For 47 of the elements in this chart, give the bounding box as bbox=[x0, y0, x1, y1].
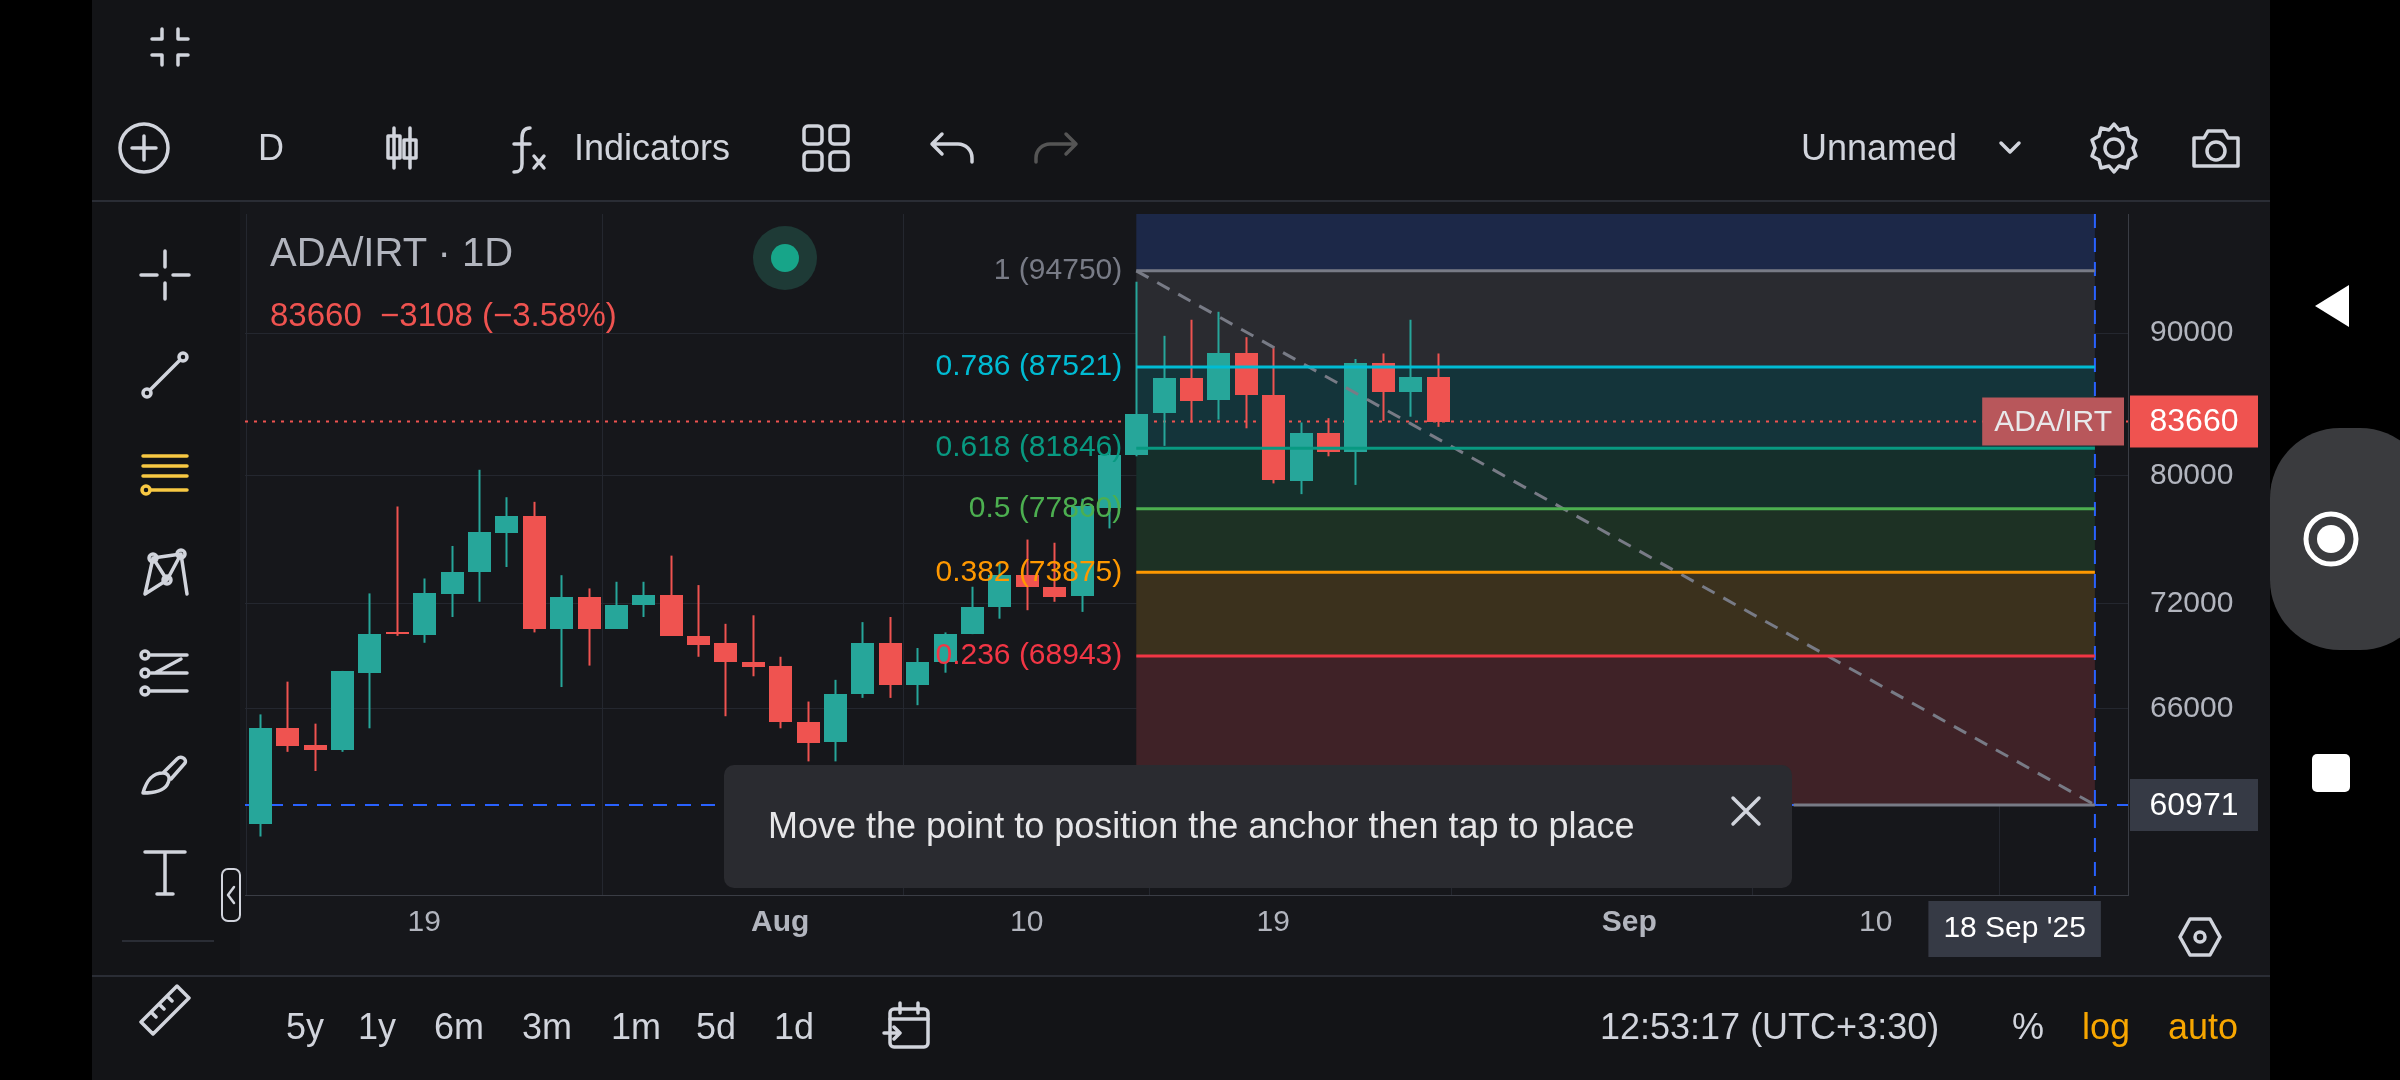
y-tick-label: 66000 bbox=[2150, 690, 2234, 724]
x-tick-label: Aug bbox=[751, 904, 810, 938]
ref-line-label: 60971 bbox=[2149, 785, 2239, 822]
candlestick bbox=[386, 505, 409, 637]
candlestick bbox=[495, 496, 518, 568]
candlestick bbox=[906, 647, 929, 707]
text: 1y bbox=[358, 1006, 397, 1048]
text: 5y bbox=[286, 1006, 325, 1048]
text: 3m bbox=[522, 1006, 573, 1048]
candlestick bbox=[304, 722, 327, 773]
candlestick bbox=[1399, 318, 1422, 418]
x-tick-label: 10 bbox=[1859, 904, 1893, 938]
text: 12:53:17 (UTC+3:30) bbox=[1600, 1006, 1940, 1048]
candlestick bbox=[605, 580, 628, 630]
ref-line-label: 18 Sep '25 bbox=[1943, 910, 2086, 944]
text: 5d bbox=[696, 1006, 737, 1048]
text: 83660 −3108 (−3.58%) bbox=[270, 296, 617, 334]
text: % bbox=[2012, 1006, 2045, 1048]
x-tick-label: Sep bbox=[1601, 904, 1657, 938]
text: 1m bbox=[611, 1006, 662, 1048]
chart-title: ADA/IRT · 1D bbox=[270, 230, 514, 275]
annotation: Move the point to position the anchor then tap to place bbox=[768, 805, 1635, 847]
text: auto bbox=[2168, 1006, 2239, 1048]
series-label: 0.786 (87521) bbox=[935, 348, 1123, 382]
series-label: 1 (94750) bbox=[993, 252, 1123, 286]
text: Unnamed bbox=[1801, 127, 1958, 169]
candlestick bbox=[797, 700, 820, 763]
text: Indicators bbox=[574, 127, 731, 169]
text: 1d bbox=[774, 1006, 815, 1048]
x-tick-label: 10 bbox=[1010, 904, 1044, 938]
candlestick bbox=[714, 622, 737, 718]
text: D bbox=[258, 127, 284, 169]
x-tick-label: 19 bbox=[407, 904, 441, 938]
candlestick bbox=[742, 614, 765, 678]
candlestick bbox=[276, 680, 299, 753]
candlestick bbox=[441, 544, 464, 618]
text: 6m bbox=[434, 1006, 485, 1048]
y-tick-label: 72000 bbox=[2150, 584, 2234, 618]
y-tick-label: 80000 bbox=[2150, 457, 2234, 491]
y-tick-label: 90000 bbox=[2150, 314, 2234, 348]
candlestick bbox=[632, 580, 655, 618]
annotation: ADA/IRT bbox=[1994, 403, 2112, 437]
candlestick bbox=[687, 584, 710, 658]
text: log bbox=[2082, 1006, 2131, 1048]
ref-line-label: 83660 bbox=[2149, 402, 2239, 439]
series-label: 0.618 (81846) bbox=[935, 429, 1123, 463]
x-tick-label: 19 bbox=[1256, 904, 1290, 938]
